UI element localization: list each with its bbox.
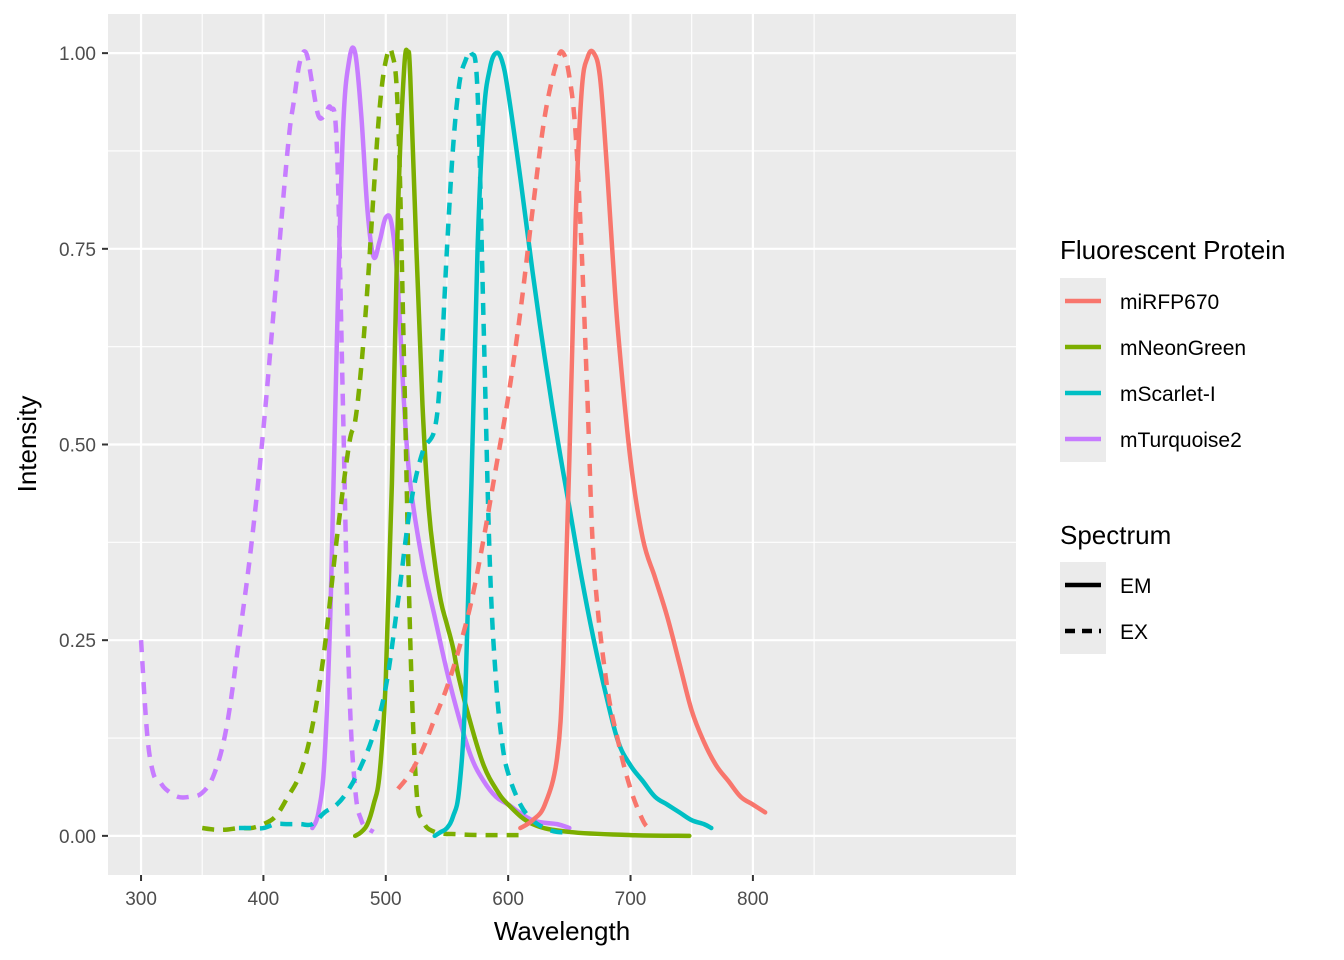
x-tick-label: 600 xyxy=(492,889,524,910)
y-tick-label: 0.50 xyxy=(59,436,96,457)
legend-label: EX xyxy=(1120,621,1148,644)
series-line-mscarlet-i-ex xyxy=(238,48,570,835)
series-line-mturquoise2-em xyxy=(310,45,572,831)
legend: Fluorescent Protein miRFP670 mNeonGreen mS… xyxy=(1060,235,1285,654)
axis-ticks: 300 400 500 600 700 800 0.00 0.25 0.50 0.75 1.00 xyxy=(59,44,769,910)
y-tick-label: 0.00 xyxy=(59,827,96,848)
legend-title-linetype: Spectrum xyxy=(1060,520,1171,550)
legend-label: mScarlet-I xyxy=(1120,383,1216,406)
legend-label: mNeonGreen xyxy=(1120,337,1246,360)
legend-label: mTurquoise2 xyxy=(1120,429,1242,452)
legend-label: EM xyxy=(1120,575,1152,598)
x-tick-label: 500 xyxy=(370,889,402,910)
y-tick-label: 1.00 xyxy=(59,44,96,65)
legend-title-color: Fluorescent Protein xyxy=(1060,235,1285,265)
x-tick-label: 800 xyxy=(737,889,769,910)
y-tick-label: 0.25 xyxy=(59,631,96,652)
legend-color-keys: miRFP670 mNeonGreen mScarlet-I mTurquoise2 xyxy=(1060,278,1246,462)
y-axis-title: Intensity xyxy=(12,396,42,493)
x-axis-title: Wavelength xyxy=(494,916,630,946)
series-line-mirfp670-ex xyxy=(396,49,651,830)
legend-linetype-keys: EM EX xyxy=(1060,562,1152,654)
series-line-mneongreen-ex xyxy=(201,46,521,838)
series-line-mturquoise2-ex xyxy=(138,49,375,834)
y-tick-label: 0.75 xyxy=(59,240,96,261)
x-tick-label: 300 xyxy=(125,889,157,910)
legend-label: miRFP670 xyxy=(1120,291,1219,314)
x-tick-label: 700 xyxy=(615,889,647,910)
series-line-mneongreen-em xyxy=(352,47,692,839)
data-series xyxy=(138,45,768,839)
x-tick-label: 400 xyxy=(248,889,280,910)
series-line-mirfp670-em xyxy=(518,48,768,831)
